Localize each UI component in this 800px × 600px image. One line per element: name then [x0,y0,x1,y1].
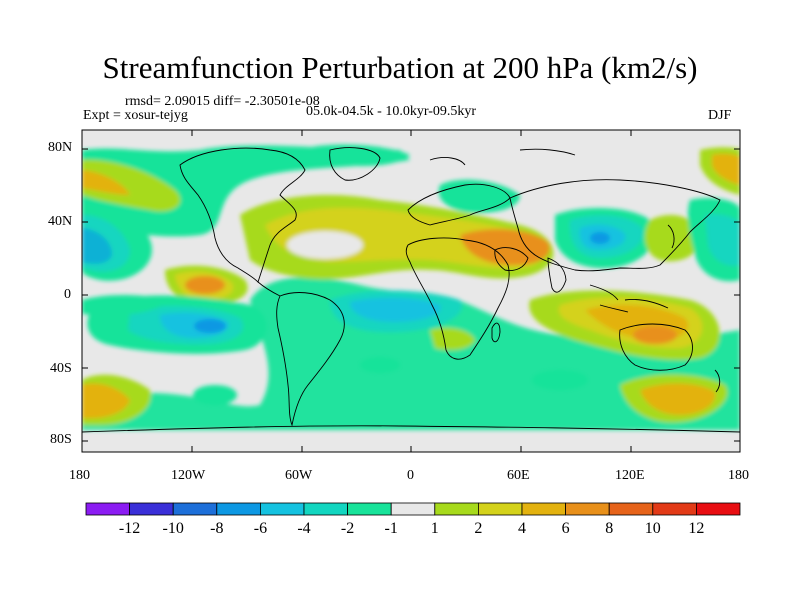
lat-label-0: 0 [64,287,71,302]
lon-label-0: 0 [407,468,414,483]
lat-label-80s: 80S [50,432,72,447]
colorbar-box [216,502,261,516]
lon-label-120w: 120W [171,468,206,483]
colorbar-label: 8 [605,520,613,537]
colorbar-label: -1 [385,520,398,537]
colorbar-box [477,502,523,516]
colorbar-label: 6 [562,520,570,537]
lon-label-180e: 180 [728,468,749,483]
lon-label-60w: 60W [285,468,313,483]
colorbar-box [521,502,566,516]
colorbar-label: -4 [297,520,310,537]
stats-text: rmsd= 2.09015 diff= -2.30501e-08 [125,94,320,109]
period-label: 05.0k-04.5k - 10.0kyr-09.5kyr [306,104,477,119]
colorbar-label: -6 [254,520,267,537]
colorbar-label: 1 [431,520,439,537]
colorbar-label: -12 [119,520,140,537]
lat-label-40s: 40S [50,361,72,376]
colorbar-box [608,502,654,516]
lat-label-80n: 80N [48,140,73,155]
colorbar-label: 10 [645,520,661,537]
colorbar-label: 2 [474,520,482,537]
colorbar-box [259,502,305,516]
colorbar-box [652,502,697,516]
colorbar-label: 4 [518,520,526,537]
coastlines [82,147,740,433]
colorbar-box [172,502,218,516]
lon-label-60e: 60E [507,468,530,483]
colorbar-box [565,502,610,516]
colorbar-label: -2 [341,520,354,537]
colorbar-box [347,502,392,516]
colorbar-box [303,502,348,516]
colorbar-box [390,502,436,516]
colorbar-box [696,502,741,516]
axis-ticks [82,130,740,452]
season-label: DJF [708,108,732,123]
lon-label-180w: 180 [69,468,90,483]
colorbar-box [85,502,130,516]
colorbar-label: -8 [210,520,223,537]
lat-label-40n: 40N [48,214,73,229]
colorbar-label: 12 [688,520,704,537]
colorbar-box [434,502,479,516]
lon-label-120e: 120E [615,468,645,483]
colorbar: -12 -10 -8 -6 -4 -2 -1 1 2 4 6 8 10 12 [85,502,741,537]
colorbar-label: -10 [163,520,184,537]
contour-field [82,130,740,452]
experiment-label: Expt = xosur-tejyg [83,108,188,123]
colorbar-box [129,502,174,516]
map-title: Streamfunction Perturbation at 200 hPa (… [102,50,698,85]
